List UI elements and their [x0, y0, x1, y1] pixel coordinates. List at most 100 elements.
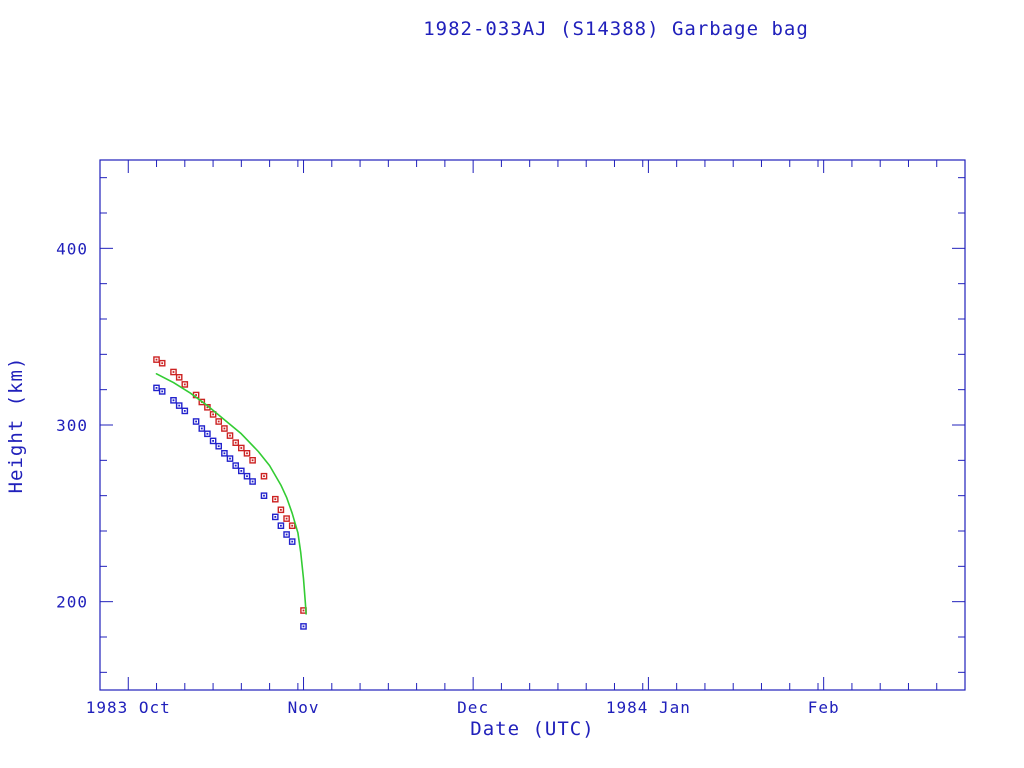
apogee-height-marker: [288, 522, 296, 529]
apogee-height-series: [153, 356, 307, 614]
perigee-height-marker: [283, 531, 290, 538]
axis-frame: 1983 Oct Nov Dec 1984 Jan Feb 200 300 400: [56, 159, 966, 717]
apogee-height-marker: [175, 374, 183, 381]
tick-label: 200: [56, 593, 88, 612]
marker-center-dot: [251, 459, 254, 462]
marker-center-dot: [212, 440, 214, 442]
marker-center-dot: [240, 447, 243, 449]
perigee-height-marker: [209, 437, 217, 445]
marker-center-dot: [280, 508, 282, 511]
perigee-height-marker: [221, 450, 228, 457]
marker-center-dot: [274, 498, 277, 501]
perigee-height-marker: [204, 430, 211, 438]
marker-center-dot: [285, 517, 288, 520]
apogee-height-marker: [283, 515, 290, 522]
perigee-height-marker: [226, 455, 234, 462]
tick-label: Dec: [457, 698, 489, 717]
perigee-height-marker: [181, 407, 189, 415]
marker-center-dot: [161, 390, 164, 393]
marker-center-dot: [161, 362, 164, 365]
marker-center-dot: [251, 480, 254, 483]
marker-center-dot: [229, 434, 231, 437]
perigee-height-marker: [158, 388, 166, 395]
marker-center-dot: [183, 383, 186, 386]
perigee-height-marker: [153, 384, 160, 392]
marker-center-dot: [178, 404, 181, 407]
apogee-height-marker: [170, 368, 177, 376]
marker-center-dot: [172, 371, 175, 373]
perigee-height-marker: [260, 492, 268, 500]
perigee-height-marker: [198, 425, 206, 432]
marker-center-dot: [217, 445, 220, 448]
perigee-height-marker: [277, 522, 285, 529]
apogee-height-marker: [181, 381, 189, 388]
marker-center-dot: [246, 475, 248, 478]
marker-center-dot: [229, 457, 231, 460]
decay-fit-series: [155, 372, 307, 615]
perigee-height-marker: [243, 472, 251, 480]
perigee-height-marker: [170, 397, 177, 404]
perigee-height-marker: [288, 538, 296, 545]
tick-label: 1983 Oct: [86, 698, 171, 717]
marker-center-dot: [280, 524, 282, 527]
marker-center-dot: [212, 413, 214, 416]
marker-center-dot: [155, 358, 158, 361]
marker-center-dot: [183, 410, 186, 412]
marker-center-dot: [263, 475, 265, 478]
marker-center-dot: [206, 432, 209, 435]
apogee-height-marker: [260, 472, 268, 480]
perigee-height-marker: [272, 513, 279, 521]
chart-title: 1982-033AJ (S14388) Garbage bag: [423, 18, 809, 40]
tick-label: 1984 Jan: [606, 698, 691, 717]
marker-center-dot: [240, 470, 243, 472]
perigee-height-marker: [192, 418, 200, 425]
apogee-height-marker: [226, 432, 234, 439]
apogee-height-marker: [277, 506, 285, 514]
apogee-height-marker: [209, 411, 217, 418]
marker-center-dot: [302, 609, 305, 612]
perigee-height-marker: [215, 442, 223, 450]
perigee-height-marker: [175, 402, 183, 409]
marker-center-dot: [178, 376, 181, 379]
marker-center-dot: [217, 420, 220, 423]
apogee-height-marker: [221, 425, 228, 432]
marker-center-dot: [234, 441, 237, 444]
marker-center-dot: [195, 420, 197, 423]
marker-center-dot: [263, 494, 265, 497]
marker-center-dot: [200, 427, 203, 430]
marker-center-dot: [223, 452, 226, 455]
tick-label: 300: [56, 416, 88, 435]
marker-center-dot: [291, 524, 294, 527]
marker-center-dot: [155, 387, 158, 389]
marker-center-dot: [234, 464, 237, 467]
perigee-height-marker: [300, 623, 307, 630]
marker-center-dot: [274, 516, 277, 518]
apogee-height-marker: [153, 356, 160, 363]
x-axis-label: Date (UTC): [470, 718, 595, 740]
tick-label: Nov: [288, 698, 320, 717]
marker-center-dot: [172, 399, 175, 402]
fit-curve: [155, 372, 307, 615]
marker-center-dot: [246, 452, 248, 455]
marker-center-dot: [223, 427, 226, 430]
marker-center-dot: [291, 540, 294, 543]
marker-center-dot: [302, 625, 305, 628]
marker-center-dot: [195, 394, 197, 396]
perigee-height-marker: [232, 462, 240, 469]
tick-label: 400: [56, 239, 88, 258]
perigee-height-marker: [237, 467, 245, 475]
perigee-height-marker: [249, 478, 256, 485]
apogee-height-marker: [237, 444, 245, 452]
apogee-height-marker: [272, 495, 279, 503]
apogee-height-marker: [198, 398, 206, 406]
tick-label: Feb: [808, 698, 840, 717]
apogee-height-marker: [232, 439, 240, 447]
apogee-height-marker: [215, 418, 223, 425]
marker-center-dot: [285, 533, 288, 536]
apogee-height-marker: [249, 457, 256, 464]
marker-center-dot: [206, 406, 209, 409]
apogee-height-marker: [158, 359, 166, 367]
perigee-height-series: [153, 384, 307, 630]
